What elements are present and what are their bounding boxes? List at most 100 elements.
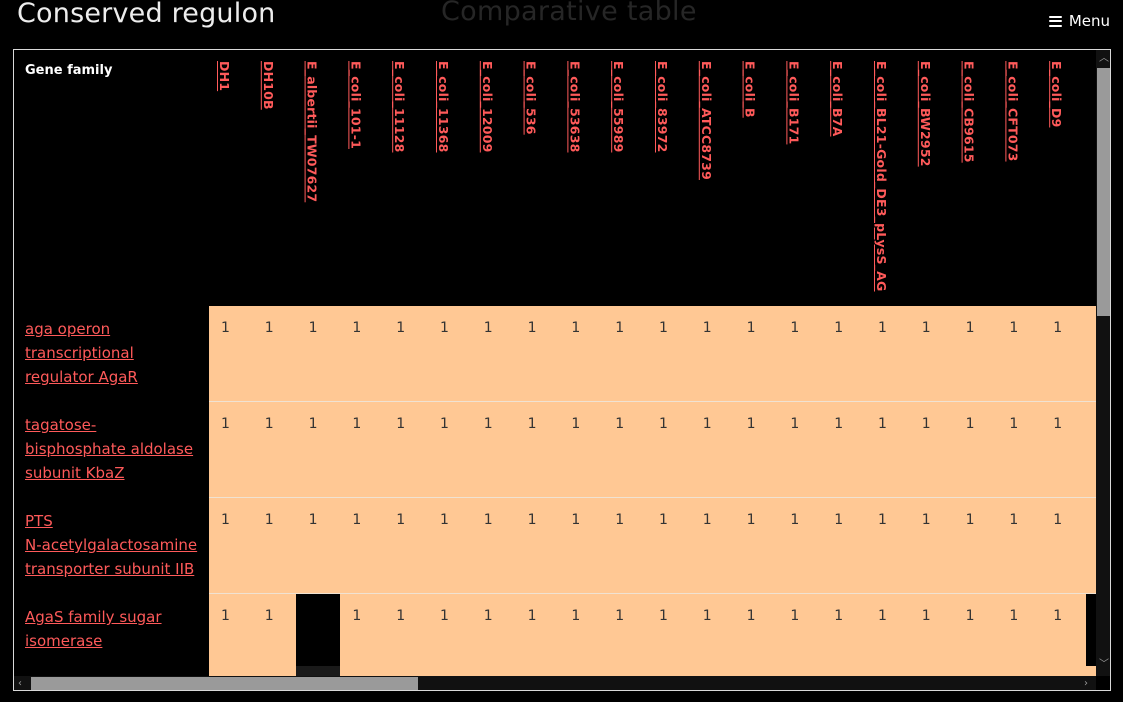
gene-family-label-line: transporter subunit IIB — [25, 560, 195, 578]
table-cell: 1 — [746, 320, 756, 336]
table-cell: 1 — [396, 512, 406, 528]
table-cell: 1 — [527, 512, 537, 528]
table-cell: 1 — [746, 512, 756, 528]
table-cell: 1 — [965, 512, 975, 528]
table-cell: 1 — [921, 320, 931, 336]
column-header[interactable]: E_coli_53638 — [567, 61, 583, 153]
menu-button[interactable]: Menu — [1048, 12, 1110, 30]
menu-label: Menu — [1068, 12, 1110, 30]
horizontal-scrollbar[interactable]: ‹ › — [14, 676, 1096, 690]
header: Conserved regulon Comparative table Menu — [0, 0, 1123, 44]
column-header[interactable]: DH10B — [260, 61, 276, 110]
gene-family-link[interactable]: AgaS family sugar isomerase — [25, 605, 205, 653]
table-cell: 1 — [702, 608, 712, 624]
table-cell: 1 — [396, 608, 406, 624]
table-row — [209, 402, 1096, 497]
table-cell: 1 — [527, 320, 537, 336]
table-cell: 1 — [221, 608, 230, 624]
table-cell: 1 — [790, 320, 800, 336]
table-cell: 1 — [921, 512, 931, 528]
table-cell: 1 — [571, 320, 581, 336]
column-header[interactable]: E_coli_11128 — [392, 61, 408, 153]
column-header[interactable]: E_coli_CB9615 — [961, 61, 977, 163]
scroll-left-icon[interactable]: ‹ — [18, 678, 22, 689]
column-header[interactable]: E_albertii_TW07627 — [304, 61, 320, 203]
table-cell: 1 — [790, 512, 800, 528]
scroll-corner — [1096, 676, 1110, 690]
table-cell: 1 — [790, 608, 800, 624]
column-header[interactable]: E_coli_11368 — [436, 61, 451, 153]
table-cell: 1 — [527, 416, 537, 432]
table-cell: 1 — [659, 608, 668, 624]
table-cell: 1 — [615, 320, 625, 336]
row-separator — [209, 401, 1096, 402]
row-separator — [209, 497, 1096, 498]
table-cell: 1 — [1009, 512, 1019, 528]
column-header[interactable]: E_coli_B — [742, 61, 758, 118]
table-cell: 1 — [965, 320, 975, 336]
column-header[interactable]: E_coli_BW2952 — [917, 61, 933, 167]
empty-cell-tail — [295, 666, 340, 676]
gene-family-link[interactable]: PTS N-acetylgalactosamine transporter subu… — [25, 509, 205, 581]
table-cell: 1 — [702, 320, 712, 336]
table-cell: 1 — [264, 320, 274, 336]
table-row — [209, 306, 1096, 401]
column-header[interactable]: E_coli_BL21-Gold_DE3_pLysS_AG — [874, 61, 889, 292]
table-cell: 1 — [1053, 320, 1063, 336]
section-title: Comparative table — [441, 0, 697, 27]
table-cell: 1 — [221, 320, 230, 336]
gene-family-header: Gene family — [25, 63, 113, 78]
table-cell: 1 — [921, 416, 931, 432]
gene-family-link[interactable]: tagatose-bisphosphate aldolase subunit Kb… — [25, 413, 205, 485]
table-cell: 1 — [1009, 320, 1019, 336]
column-header[interactable]: E_coli_ATCC8739 — [698, 61, 714, 180]
column-header[interactable]: E_coli_D9 — [1049, 61, 1065, 128]
gene-family-label-line: PTS — [25, 512, 53, 530]
horizontal-scroll-thumb[interactable] — [31, 677, 418, 690]
table-cell: 1 — [878, 320, 887, 336]
table-cell: 1 — [483, 416, 493, 432]
table-cell: 1 — [746, 608, 756, 624]
table-cell: 1 — [221, 512, 230, 528]
table-cell: 1 — [352, 512, 362, 528]
column-header[interactable]: E_coli_101-1 — [348, 61, 364, 149]
table-cell: 1 — [264, 608, 274, 624]
scroll-up-icon[interactable]: ︿ — [1099, 53, 1109, 64]
column-header[interactable]: E_coli_536 — [523, 61, 539, 135]
column-header[interactable]: E_coli_CFT073 — [1005, 61, 1021, 162]
column-header[interactable]: E_coli_B7A — [830, 61, 846, 137]
table-cell: 1 — [878, 608, 887, 624]
table-cell: 1 — [308, 416, 318, 432]
scroll-down-icon[interactable]: ﹀ — [1099, 659, 1109, 670]
gene-family-label-line: N-acetylgalactosamine — [25, 536, 198, 554]
table-cell: 1 — [308, 512, 318, 528]
gene-family-label-line: AgaS family sugar — [25, 608, 162, 626]
table-cell: 1 — [440, 320, 449, 336]
column-header[interactable]: E_coli_B171 — [786, 61, 802, 145]
table-cell: 1 — [1009, 416, 1019, 432]
table-cell: 1 — [483, 320, 493, 336]
table-cell: 1 — [483, 512, 493, 528]
scroll-right-icon[interactable]: › — [1084, 678, 1088, 689]
table-cell: 1 — [440, 608, 449, 624]
table-cell: 1 — [702, 512, 712, 528]
table-cell: 1 — [1053, 416, 1063, 432]
gene-family-link[interactable]: aga operon transcriptional regulator AgaR — [25, 317, 205, 389]
comparative-table-frame: Gene family DH1 DH10B E_albertii_TW07627 E_… — [13, 49, 1111, 691]
table-cell: 1 — [790, 416, 800, 432]
table-cell: 1 — [527, 608, 537, 624]
table-cell: 1 — [659, 416, 668, 432]
table-cell: 1 — [834, 320, 844, 336]
table-cell: 1 — [659, 320, 668, 336]
vertical-scrollbar[interactable]: ︿ ﹀ — [1096, 50, 1110, 676]
column-header[interactable]: DH1 — [217, 61, 232, 92]
table-cell: 1 — [878, 512, 887, 528]
table-cell: 1 — [615, 608, 625, 624]
table-cell: 1 — [1053, 512, 1063, 528]
column-header[interactable]: E_coli_55989 — [611, 61, 627, 153]
hamburger-icon — [1048, 15, 1062, 27]
column-header[interactable]: E_coli_83972 — [655, 61, 670, 153]
vertical-scroll-thumb[interactable] — [1097, 68, 1110, 316]
column-header[interactable]: E_coli_12009 — [479, 61, 495, 153]
